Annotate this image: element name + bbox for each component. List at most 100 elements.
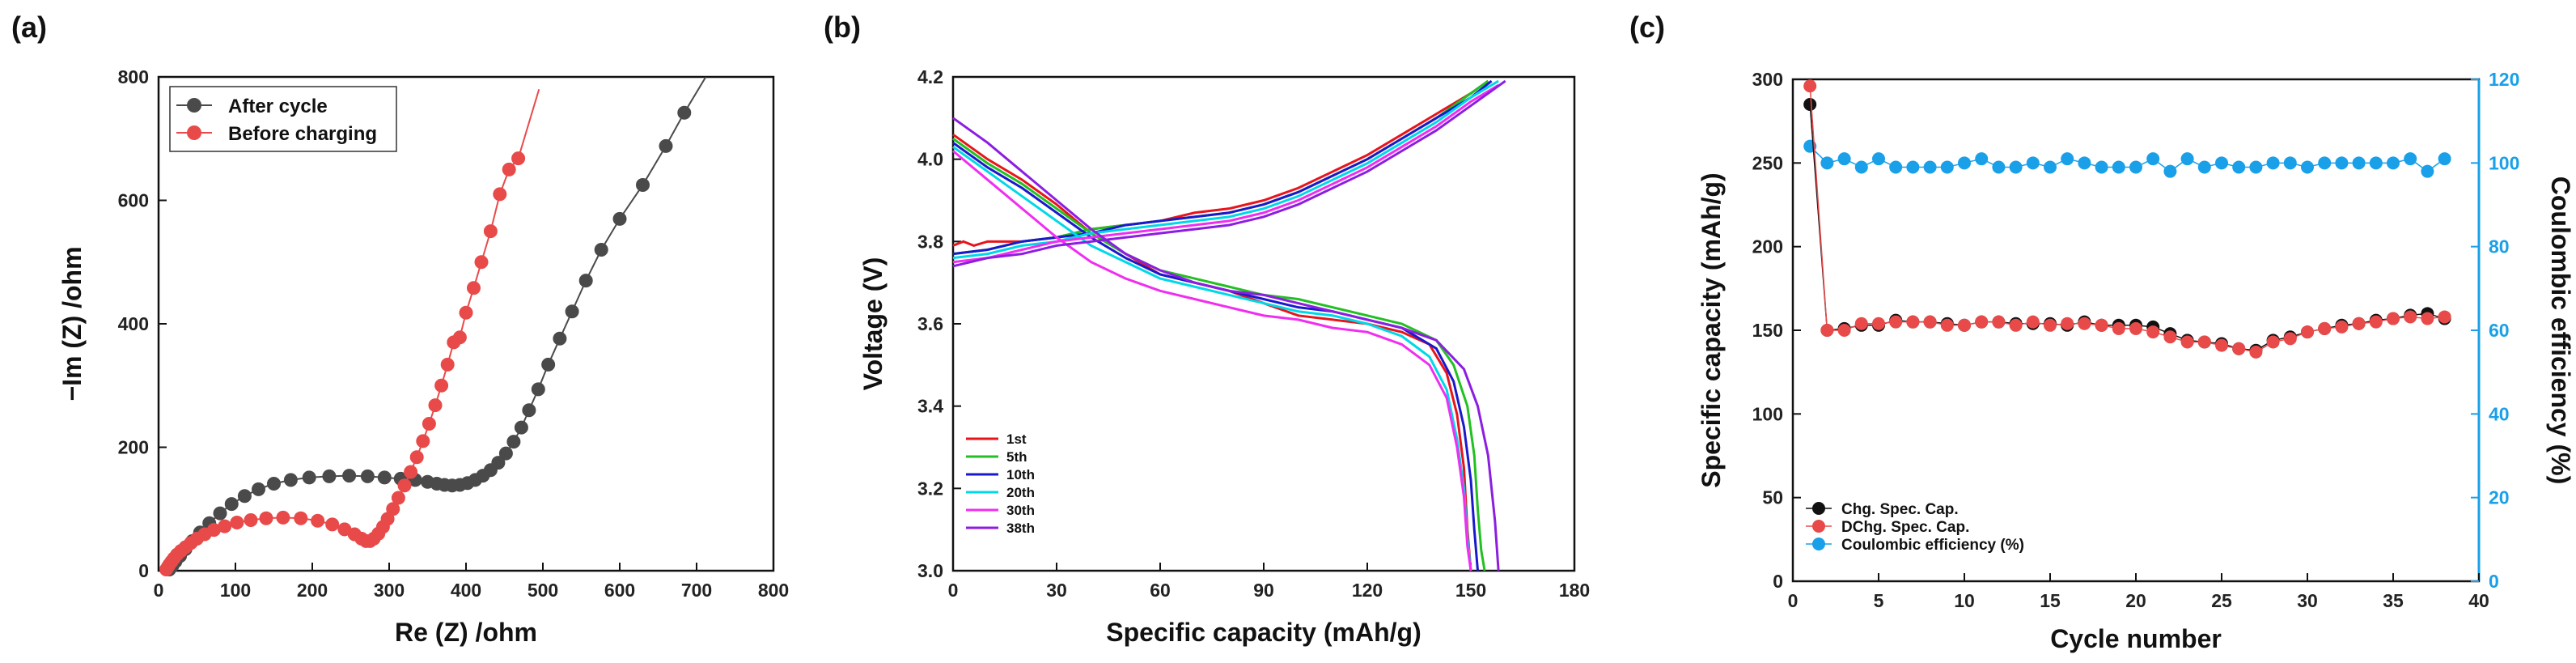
discharge-capacity-point [2180,335,2194,349]
discharge-capacity-point [2009,318,2023,332]
before-charging-point [218,519,232,533]
legend-box [169,86,397,152]
panel-a: (a) 0 100 200 300 400 500 600 700 800 0 200 400 600… [11,11,789,647]
efficiency-point [2112,160,2125,174]
data-marks [1803,79,2451,359]
after-cycle-point [522,403,536,418]
y-tick-label-right: 20 [2489,487,2510,508]
y-tick-label: 200 [118,437,149,458]
efficiency-point [1923,160,1937,174]
discharge-capacity-point [1958,318,1971,332]
discharge-capacity-point [2061,317,2074,330]
panel-c: (c) 0 5 10 15 20 25 30 35 40 050100150200250300 … [1629,11,2575,653]
after-cycle-point [322,469,337,483]
x-tick-label: 500 [527,580,558,601]
after-cycle-point [360,469,375,483]
discharge-capacity-point [2026,315,2040,329]
before-charging-point [244,512,258,527]
plot-frame [951,75,1576,572]
before-charging-point [404,465,418,479]
before-charging-point [452,330,467,345]
x-tick-label: 200 [297,580,328,601]
y-tick-label: 0 [138,560,149,581]
x-tick-label: 300 [374,580,405,601]
discharge-capacity-point [1854,317,1868,330]
legend-label: Before charging [228,123,377,145]
discharge-capacity-point [2078,317,2091,330]
y-tick-label: 800 [118,66,149,87]
after-cycle-point [302,470,316,485]
y-tick-label: 3.6 [917,313,943,334]
discharge-capacity-point [1872,317,1885,330]
y-tick-label: 200 [1752,236,1783,257]
efficiency-point [2095,160,2108,174]
y-axis-title: Specific capacity (mAh/g) [1697,172,1726,487]
before-charging-point [416,434,430,448]
discharge-curve [952,150,1472,572]
x-tick-label: 180 [1559,580,1590,601]
panel-b: (b) 0 30 60 90 120 150 180 3.0 3.2 3.4 3.6 3.8 4.0 4… [824,11,1590,647]
before-charging-point [511,151,526,166]
y-axis-left: 0 50 100 150 200 250 300 [1752,69,1801,592]
before-charging-point [386,502,400,516]
after-cycle-point [553,331,567,346]
x-tick-label: 120 [1352,580,1383,601]
discharge-capacity-point [1992,315,2006,329]
x-tick-label: 150 [1455,580,1486,601]
discharge-capacity-point [2129,321,2142,335]
efficiency-point [2249,160,2263,174]
efficiency-point [1906,160,1920,174]
discharge-capacity-point [2369,315,2383,329]
charge-curve [952,79,1493,256]
x-tick-label: 0 [154,580,164,601]
discharge-capacity-point [1923,315,1937,329]
before-charging-point [259,511,273,525]
discharge-capacity-point [2438,310,2451,324]
efficiency-point [2335,156,2349,170]
efficiency-point [2044,160,2057,174]
efficiency-point [2026,156,2040,170]
y-tick-label: 250 [1752,152,1783,173]
y-tick-label: 3.8 [917,231,943,252]
efficiency-point [2301,160,2314,174]
before-charging-point [493,187,507,202]
y-tick-label: 0 [1773,571,1783,592]
y-tick-label-right: 120 [2489,69,2519,90]
y-tick-label-right: 0 [2489,571,2499,592]
before-charging-point [440,357,455,372]
efficiency-point [2197,160,2211,174]
before-charging-point [428,398,443,413]
x-axis-title: Cycle number [2050,624,2222,653]
series-line [1809,86,2445,353]
legend-label: After cycle [228,96,328,117]
after-cycle-point [506,435,521,449]
efficiency-point [2061,152,2074,166]
after-cycle-point [578,274,593,288]
efficiency-point [2129,160,2142,174]
legend: Chg. Spec. Cap.DChg. Spec. Cap.Coulombic… [1806,501,2024,554]
discharge-capacity-point [2301,325,2314,339]
after-cycle-point [224,497,239,512]
panel-label: (c) [1629,11,1665,44]
discharge-capacity-point [2421,312,2434,325]
y-tick-label-right: 40 [2489,403,2510,424]
discharge-capacity-point [2112,321,2125,335]
before-charging-point [325,517,340,532]
x-tick-label: 60 [1150,580,1171,601]
efficiency-point [1975,152,1989,166]
discharge-capacity-point [2146,325,2160,339]
discharge-capacity-point [2318,321,2332,335]
x-axis-title: Specific capacity (mAh/g) [1106,618,1421,647]
y-tick-label-right: 60 [2489,320,2510,341]
x-axis-title: Re (Z) /ohm [395,618,537,647]
legend-label: 10th [1006,467,1035,482]
efficiency-point [2180,152,2194,166]
after-cycle-point [498,446,513,461]
efficiency-point [2352,156,2366,170]
discharge-capacity-point [1820,324,1834,337]
efficiency-point [2404,152,2417,166]
legend-marker [1812,502,1825,515]
after-cycle-point [342,469,357,483]
x-tick-label: 400 [451,580,481,601]
data-marks [159,76,707,576]
